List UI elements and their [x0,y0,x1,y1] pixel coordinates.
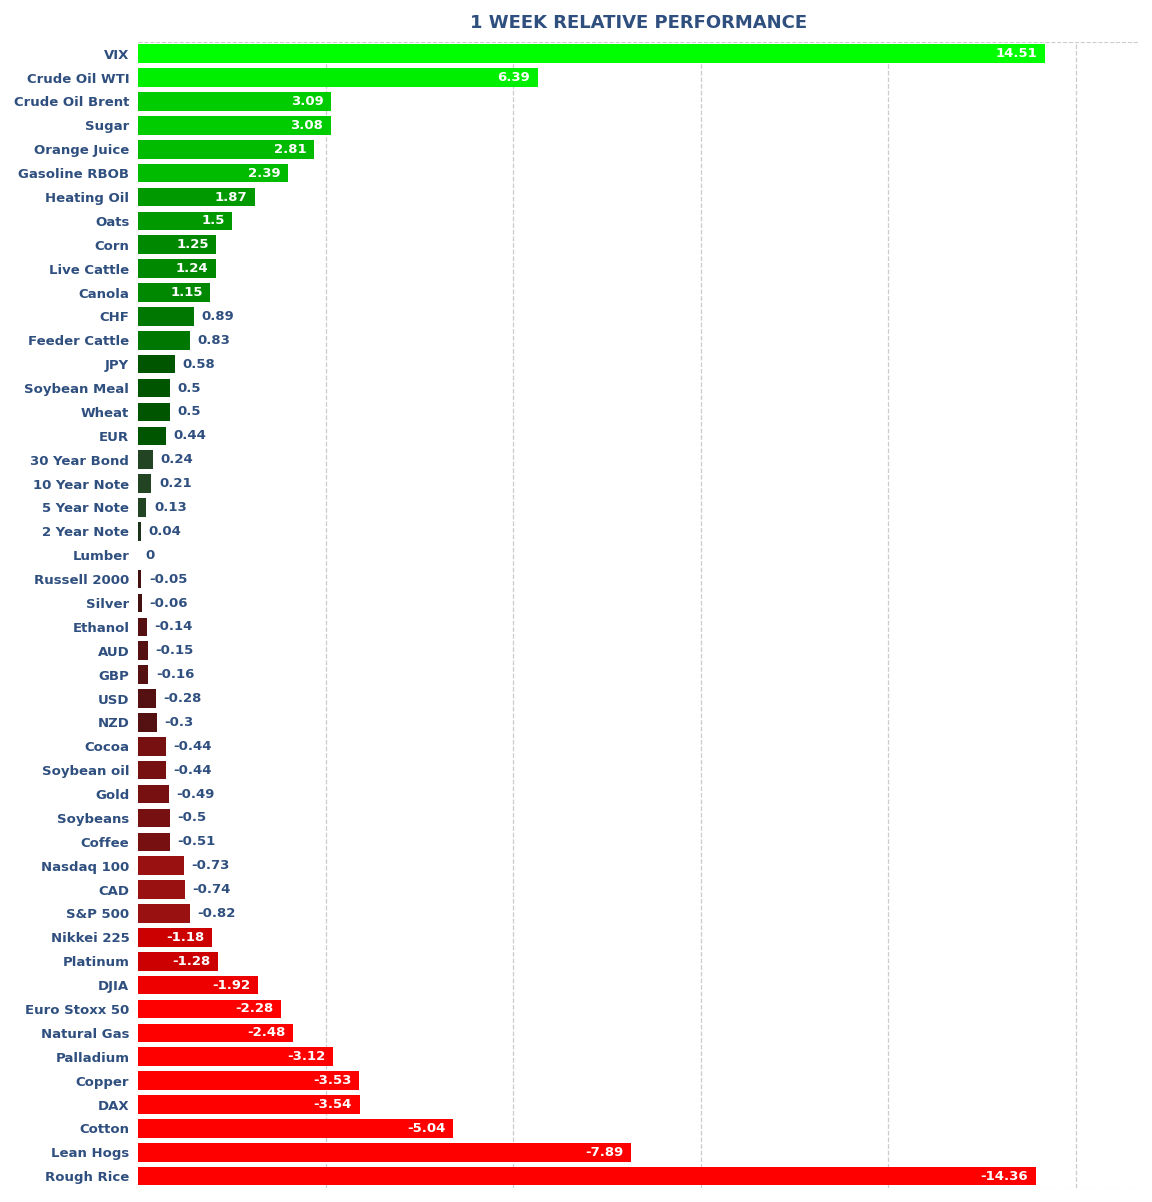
Bar [138,904,190,923]
Bar [138,856,184,875]
Text: 0.5: 0.5 [177,405,200,418]
Text: 0.5: 0.5 [177,381,200,394]
Bar [138,212,232,231]
Bar [138,1119,453,1138]
Text: 0.13: 0.13 [154,501,187,514]
Bar [138,594,142,612]
Bar [138,475,151,493]
Text: -0.74: -0.74 [192,883,230,895]
Bar [138,666,149,684]
Bar [138,117,331,135]
Bar [138,880,184,899]
Bar [138,833,170,851]
Text: 3.09: 3.09 [291,95,324,108]
Text: -1.28: -1.28 [173,954,211,968]
Bar [138,1024,294,1042]
Bar [138,69,538,87]
Text: 6.39: 6.39 [498,71,530,84]
Text: -2.28: -2.28 [235,1002,273,1016]
Text: -0.51: -0.51 [177,835,215,849]
Text: -5.04: -5.04 [408,1121,446,1135]
Text: 0.24: 0.24 [161,453,194,466]
Text: -0.16: -0.16 [156,668,195,682]
Bar [138,139,313,159]
Text: -14.36: -14.36 [980,1170,1028,1183]
Bar [138,93,332,111]
Text: 3.08: 3.08 [290,119,324,132]
Bar [138,163,288,183]
Title: 1 WEEK RELATIVE PERFORMANCE: 1 WEEK RELATIVE PERFORMANCE [470,14,806,32]
Bar [138,188,255,207]
Bar [138,1167,1036,1185]
Bar [138,1095,359,1114]
Bar [138,1000,281,1018]
Text: -0.82: -0.82 [197,908,235,920]
Bar [138,427,166,445]
Bar [138,761,166,779]
Text: -3.54: -3.54 [313,1097,353,1111]
Bar [138,260,215,278]
Text: 0.04: 0.04 [149,525,181,537]
Bar [138,498,146,517]
Text: -0.06: -0.06 [150,596,188,609]
Bar [138,809,169,827]
Bar [138,355,175,374]
Bar [138,331,190,350]
Text: -3.53: -3.53 [313,1075,351,1087]
Bar [138,785,169,803]
Bar [138,689,156,708]
Text: 2.81: 2.81 [274,143,306,156]
Text: -0.28: -0.28 [164,692,202,706]
Bar [138,642,147,660]
Text: 1.15: 1.15 [170,286,203,299]
Text: 1.87: 1.87 [215,190,248,203]
Bar [138,236,217,254]
Text: -0.15: -0.15 [156,644,194,657]
Text: -1.92: -1.92 [213,978,251,992]
Text: 0.89: 0.89 [202,310,234,323]
Bar [138,952,218,970]
Text: 2.39: 2.39 [248,167,280,179]
Bar [138,403,169,421]
Text: 14.51: 14.51 [995,47,1038,60]
Text: -0.05: -0.05 [149,572,188,585]
Text: 0: 0 [146,549,156,561]
Text: -0.44: -0.44 [173,739,212,752]
Text: 0.58: 0.58 [182,358,214,370]
Text: 0.21: 0.21 [159,477,191,490]
Bar [138,522,141,541]
Text: -3.12: -3.12 [288,1051,326,1064]
Bar [138,307,194,326]
Bar [138,570,142,589]
Text: -0.73: -0.73 [191,859,229,873]
Bar [138,451,153,469]
Text: -1.18: -1.18 [166,930,205,944]
Bar [138,1143,631,1161]
Bar [138,713,157,732]
Text: -0.14: -0.14 [154,620,192,633]
Text: -0.44: -0.44 [173,763,212,776]
Text: 1.24: 1.24 [175,262,209,275]
Bar [138,1047,333,1066]
Text: -7.89: -7.89 [585,1146,624,1159]
Text: 1.25: 1.25 [176,238,209,251]
Bar [138,928,212,947]
Text: 0.44: 0.44 [173,429,206,442]
Text: 1.5: 1.5 [202,214,225,227]
Bar [138,737,166,756]
Text: -0.5: -0.5 [177,811,206,825]
Text: 0.83: 0.83 [198,334,230,347]
Bar [138,976,258,994]
Bar [138,1071,359,1090]
Text: -0.49: -0.49 [176,787,214,801]
Bar [138,379,169,398]
Text: -0.3: -0.3 [165,716,194,728]
Text: -2.48: -2.48 [248,1027,286,1040]
Bar [138,618,147,636]
Bar [138,44,1045,63]
Bar [138,284,210,302]
